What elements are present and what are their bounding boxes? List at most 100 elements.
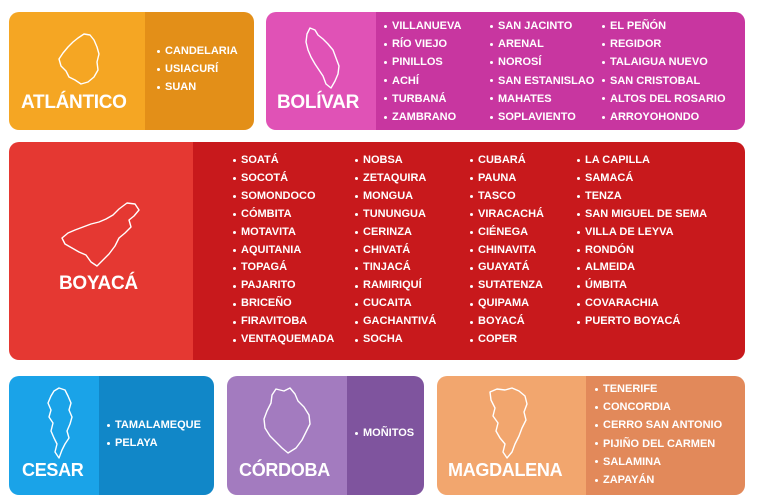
municipality-item: ACHÍ [384,72,461,90]
region-panel-cesar: CESAR [9,376,99,495]
region-panel-magdalena: MAGDALENA [437,376,586,495]
municipality-item: VENTAQUEMADA [233,331,334,349]
municipality-item: QUIPAMA [470,295,544,313]
municipality-item: BOYACÁ [470,313,544,331]
municipality-item: RÍO VIEJO [384,35,461,53]
region-title: CESAR [22,460,84,480]
municipality-item: CÓMBITA [233,206,334,224]
municipality-item: RAMIRIQUÍ [355,277,436,295]
municipality-item: CUBARÁ [470,152,544,170]
region-card-cordoba: CÓRDOBA MOÑITOS [227,376,424,495]
municipality-item: CUCAITA [355,295,436,313]
region-card-magdalena: MAGDALENA TENERIFE CONCORDIA CERRO SAN ANT… [437,376,745,495]
atlantico-map-icon [58,33,100,85]
municipality-item: TOPAGÁ [233,259,334,277]
region-title: BOLÍVAR [277,92,359,113]
municipality-item: CIÉNEGA [470,224,544,242]
municipality-item: TURBANÁ [384,90,461,108]
municipality-item: VILLANUEVA [384,17,461,35]
municipality-item: ÚMBITA [577,277,707,295]
municipality-item: SAMACÁ [577,170,707,188]
municipality-item: ALMEIDA [577,259,707,277]
municipality-item: MOÑITOS [355,425,414,443]
municipality-panel: TENERIFE CONCORDIA CERRO SAN ANTONIO PIJIÑO… [586,376,745,495]
municipality-item: MONGUA [355,188,436,206]
region-title: ATLÁNTICO [21,92,127,113]
municipality-item: TENERIFE [595,380,722,398]
municipality-item: VILLA DE LEYVA [577,224,707,242]
municipality-item: REGIDOR [602,35,726,53]
municipality-column: CUBARÁ PAUNA TASCO VIRACACHÁ CIÉNEGA CHINAVIT… [470,152,544,349]
municipality-item: CANDELARIA [157,42,238,60]
municipality-item: SOCHA [355,331,436,349]
municipality-item: SOMONDOCO [233,188,334,206]
municipality-item: ARENAL [490,35,594,53]
municipality-item: BRICEÑO [233,295,334,313]
municipality-item: TASCO [470,188,544,206]
region-panel-boyaca: BOYACÁ [9,142,193,360]
municipality-item: TINJACÁ [355,259,436,277]
municipality-item: NOROSÍ [490,53,594,71]
region-title: CÓRDOBA [239,460,330,480]
municipality-item: PAUNA [470,170,544,188]
municipality-item: NOBSA [355,152,436,170]
municipality-item: USIACURÍ [157,60,238,78]
municipality-column: NOBSA ZETAQUIRA MONGUA TUNUNGUA CERINZA CHIVA… [355,152,436,349]
municipality-item: SUTATENZA [470,277,544,295]
municipality-item: TAMALAMEQUE [107,417,201,435]
municipality-item: GACHANTIVÁ [355,313,436,331]
municipality-item: ALTOS DEL ROSARIO [602,90,726,108]
region-title: BOYACÁ [59,273,138,294]
municipality-column: TAMALAMEQUE PELAYA [107,417,201,452]
municipality-item: EL PEÑÓN [602,17,726,35]
municipality-item: RONDÓN [577,242,707,260]
municipality-column: SAN JACINTO ARENAL NOROSÍ SAN ESTANISLAO MAH… [490,17,594,126]
municipality-item: AQUITANIA [233,242,334,260]
municipality-item: TALAIGUA NUEVO [602,53,726,71]
boyaca-map-icon [61,202,140,267]
municipality-item: CHIVATÁ [355,242,436,260]
region-panel-cordoba: CÓRDOBA [227,376,347,495]
municipality-item: SAN MIGUEL DE SEMA [577,206,707,224]
municipality-panel: SOATÁ SOCOTÁ SOMONDOCO CÓMBITA MOTAVITA AQUIT… [193,142,745,360]
municipality-item: MOTAVITA [233,224,334,242]
municipality-item: PIJIÑO DEL CARMEN [595,435,722,453]
municipality-item: PINILLOS [384,53,461,71]
municipality-item: COPER [470,331,544,349]
municipality-item: LA CAPILLA [577,152,707,170]
municipality-item: PELAYA [107,435,201,453]
municipality-column: LA CAPILLA SAMACÁ TENZA SAN MIGUEL DE SEMA V… [577,152,707,331]
municipality-item: ZAMBRANO [384,108,461,126]
region-card-bolivar: BOLÍVAR VILLANUEVA RÍO VIEJO PINILLOS ACHÍ T… [266,12,745,130]
magdalena-map-icon [489,387,528,459]
municipality-item: PAJARITO [233,277,334,295]
municipality-item: PUERTO BOYACÁ [577,313,707,331]
municipality-column: MOÑITOS [355,425,414,443]
municipality-item: MAHATES [490,90,594,108]
municipality-item: VIRACACHÁ [470,206,544,224]
municipality-column: TENERIFE CONCORDIA CERRO SAN ANTONIO PIJIÑO… [595,380,722,489]
municipality-item: ZAPAYÁN [595,471,722,489]
region-panel-bolivar: BOLÍVAR [266,12,376,130]
municipality-item: SUAN [157,78,238,96]
municipality-panel: TAMALAMEQUE PELAYA [99,376,214,495]
municipality-item: COVARACHIA [577,295,707,313]
municipality-column: EL PEÑÓN REGIDOR TALAIGUA NUEVO SAN CRISTOB… [602,17,726,126]
municipality-column: CANDELARIA USIACURÍ SUAN [157,42,238,96]
municipality-panel: VILLANUEVA RÍO VIEJO PINILLOS ACHÍ TURBANÁ ZA… [376,12,745,130]
municipality-panel: CANDELARIA USIACURÍ SUAN [145,12,254,130]
cesar-map-icon [47,387,73,459]
cordoba-map-icon [263,387,311,454]
region-card-boyaca: BOYACÁ SOATÁ SOCOTÁ SOMONDOCO CÓMBITA MOTAVI… [9,142,745,360]
region-panel-atlantico: ATLÁNTICO [9,12,145,130]
municipality-column: SOATÁ SOCOTÁ SOMONDOCO CÓMBITA MOTAVITA AQUIT… [233,152,334,349]
municipality-item: SOCOTÁ [233,170,334,188]
region-title: MAGDALENA [448,460,563,480]
region-card-atlantico: ATLÁNTICO CANDELARIA USIACURÍ SUAN [9,12,254,130]
municipality-item: TUNUNGUA [355,206,436,224]
municipality-item: CERRO SAN ANTONIO [595,416,722,434]
municipality-item: CONCORDIA [595,398,722,416]
bolivar-map-icon [305,27,340,89]
region-card-cesar: CESAR TAMALAMEQUE PELAYA [9,376,214,495]
municipality-column: VILLANUEVA RÍO VIEJO PINILLOS ACHÍ TURBANÁ ZA… [384,17,461,126]
